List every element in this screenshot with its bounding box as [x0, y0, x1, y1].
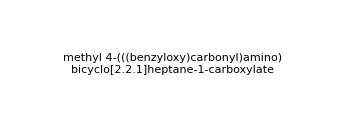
Text: methyl 4-(((benzyloxy)carbonyl)amino)
bicyclo[2.2.1]heptane-1-carboxylate: methyl 4-(((benzyloxy)carbonyl)amino) bi…	[63, 53, 283, 75]
